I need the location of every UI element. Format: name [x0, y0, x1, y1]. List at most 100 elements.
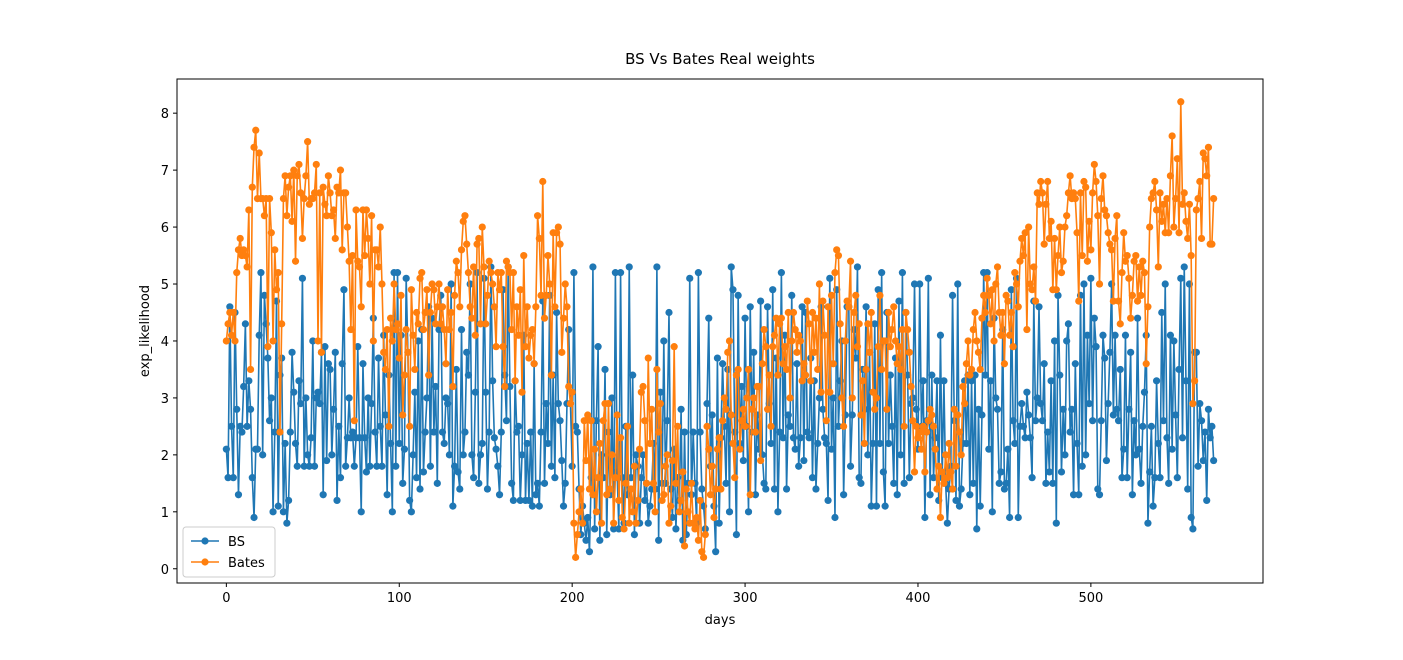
data-point [295, 377, 303, 385]
data-point [1196, 400, 1204, 408]
data-point [489, 280, 497, 288]
data-point [872, 394, 881, 402]
data-point [853, 263, 862, 271]
data-point [895, 297, 903, 305]
data-point [921, 513, 929, 522]
data-point [680, 542, 689, 550]
data-point [739, 405, 747, 413]
data-point [871, 405, 879, 413]
data-point [1057, 269, 1066, 277]
plot-area [222, 98, 1218, 561]
data-point [921, 468, 929, 476]
data-point [371, 428, 379, 436]
y-tick-label: 4 [161, 335, 169, 350]
data-point [554, 400, 562, 408]
data-point [286, 428, 294, 436]
data-point [1042, 479, 1050, 487]
data-point [675, 508, 683, 516]
data-point [1203, 172, 1211, 180]
data-point [762, 343, 770, 351]
data-point [527, 428, 535, 436]
data-point [395, 354, 403, 362]
data-point [236, 234, 244, 243]
data-point [272, 286, 281, 294]
data-point [738, 382, 746, 391]
data-point [995, 479, 1003, 487]
data-point [1144, 519, 1152, 527]
data-point [1201, 428, 1209, 436]
data-point [1182, 217, 1190, 225]
data-point [259, 451, 267, 459]
data-point [509, 496, 517, 505]
data-point [1002, 479, 1010, 487]
data-point [712, 548, 720, 556]
data-point [1069, 491, 1078, 499]
data-point [952, 496, 960, 505]
data-point [720, 394, 728, 402]
data-point [1192, 206, 1200, 214]
data-point [708, 462, 716, 470]
data-point [769, 286, 777, 294]
data-point [288, 217, 296, 225]
data-point [1037, 400, 1045, 408]
data-point [1085, 400, 1093, 408]
data-point [402, 325, 410, 334]
y-tick-label: 2 [161, 449, 169, 464]
data-point [611, 474, 619, 482]
data-point [494, 462, 502, 470]
data-point [1092, 343, 1100, 351]
data-point [840, 422, 848, 430]
data-point [665, 308, 673, 317]
y-tick-label: 6 [161, 221, 169, 236]
data-point [433, 303, 441, 311]
data-point [781, 331, 789, 339]
data-point [596, 439, 604, 448]
data-point [1031, 297, 1040, 305]
data-point [1059, 405, 1067, 413]
data-point [1151, 177, 1159, 186]
data-point [1191, 377, 1199, 385]
data-point [1082, 451, 1090, 459]
data-point [587, 417, 595, 425]
data-point [506, 382, 514, 391]
data-point [841, 337, 849, 345]
data-point [943, 519, 951, 527]
data-point [380, 348, 388, 356]
data-point [426, 462, 434, 470]
data-point [1071, 194, 1079, 203]
data-point [964, 337, 972, 345]
data-point [976, 502, 984, 510]
data-point [1147, 194, 1155, 203]
data-point [281, 172, 289, 180]
data-point [884, 439, 893, 448]
y-tick-label: 1 [161, 506, 169, 521]
data-point [298, 274, 307, 282]
data-point [826, 274, 834, 282]
data-point [644, 519, 652, 527]
data-point [1137, 291, 1145, 300]
data-point [776, 428, 784, 436]
data-point [1056, 371, 1064, 379]
data-point [291, 439, 300, 448]
data-point [264, 343, 272, 351]
data-point [1080, 177, 1088, 186]
data-point [568, 388, 576, 396]
data-point [1073, 439, 1081, 448]
data-point [1180, 263, 1188, 271]
data-point [1128, 291, 1136, 300]
data-point [696, 428, 704, 436]
data-point [1025, 223, 1033, 231]
data-point [655, 536, 663, 544]
data-point [1102, 212, 1111, 220]
data-point [399, 411, 407, 419]
data-point [860, 439, 868, 448]
data-point [803, 428, 811, 436]
data-point [1151, 474, 1159, 482]
data-point [475, 234, 483, 243]
data-point [290, 166, 298, 174]
data-point [1033, 189, 1041, 197]
data-point [910, 468, 919, 476]
data-point [310, 462, 319, 470]
data-point [312, 394, 320, 402]
data-point [542, 291, 550, 300]
